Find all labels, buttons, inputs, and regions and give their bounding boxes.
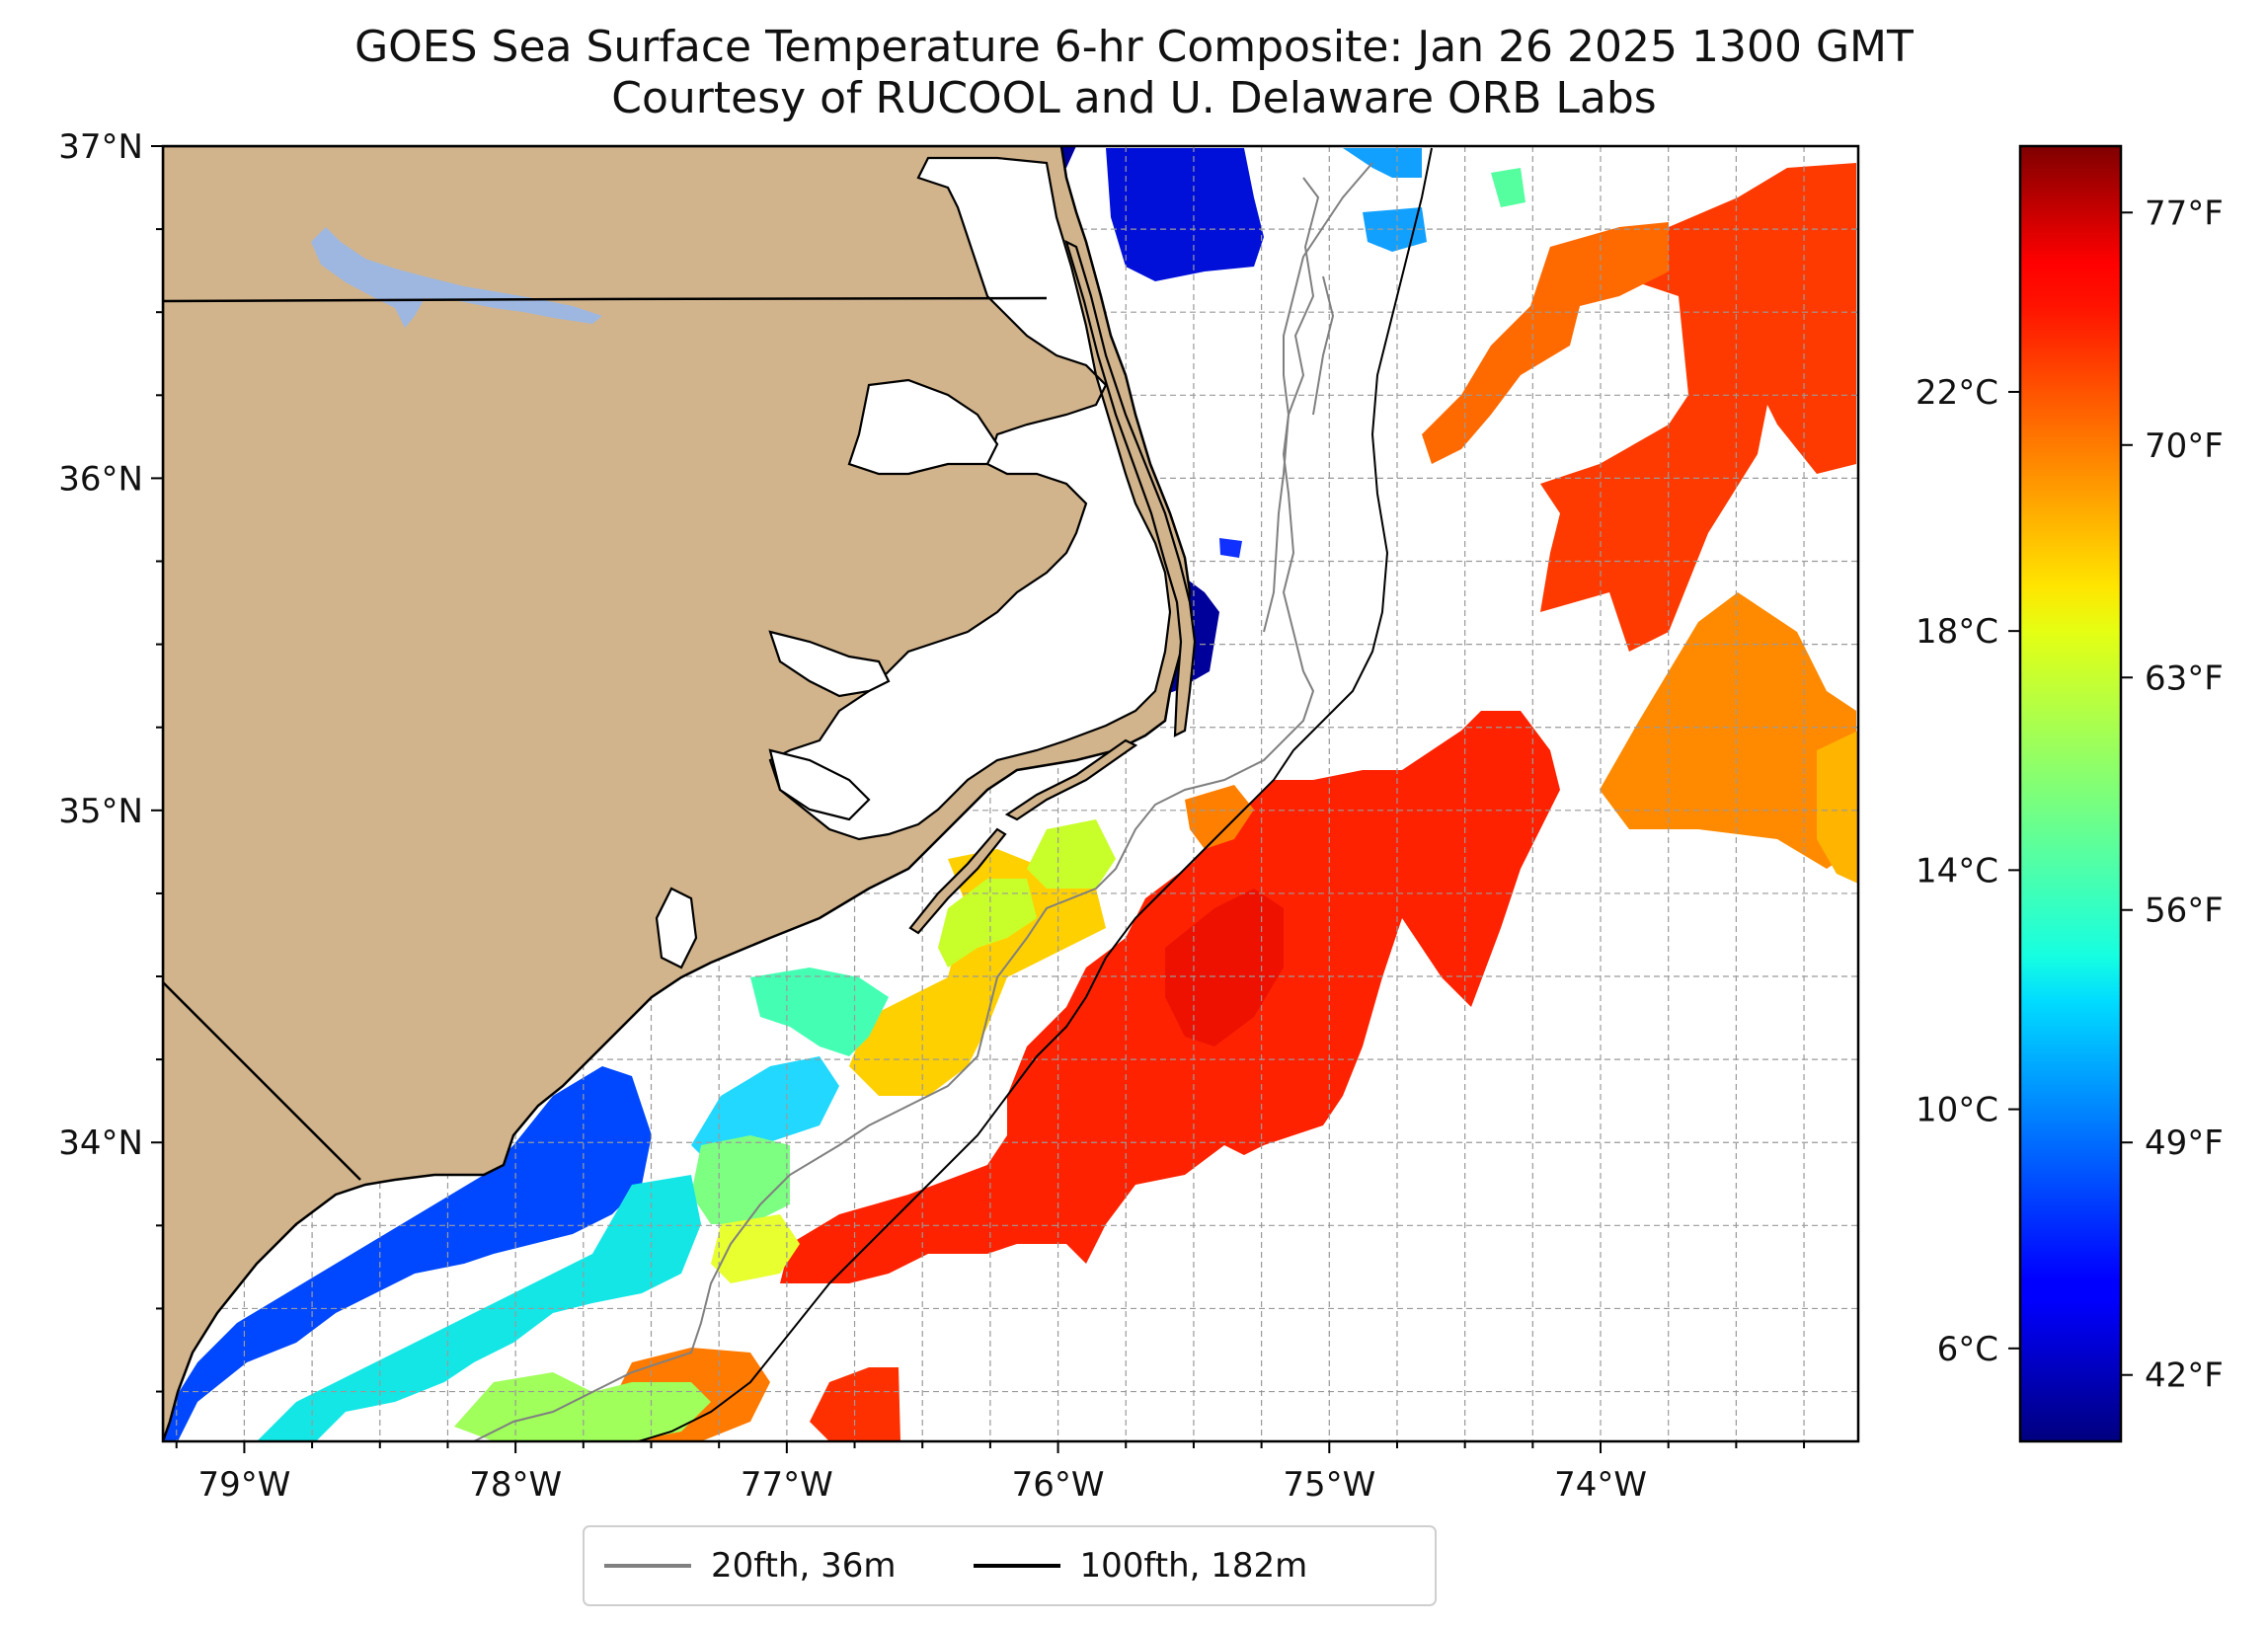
sst-patch-yellow-shelf (849, 849, 1106, 1096)
lat-tick-label: 36°N (58, 459, 143, 499)
colorbar-f-label: 70°F (2145, 426, 2224, 466)
legend-label-20fth: 20fth, 36m (711, 1546, 897, 1586)
lon-tick-label: 74°W (1554, 1465, 1647, 1505)
lon-tick-label: 79°W (197, 1465, 290, 1505)
isobath-legend: 20fth, 36m 100fth, 182m (583, 1525, 1437, 1606)
sst-patch-blue-north (1106, 148, 1264, 281)
legend-swatch-100fth (973, 1564, 1060, 1568)
lon-tick-label: 77°W (741, 1465, 833, 1505)
legend-swatch-20fth (604, 1564, 691, 1568)
map-frame (161, 144, 1860, 1443)
colorbar-ticks: 77°F 70°F 63°F 56°F 49°F 42°F 22°C 18°C 14°C 10°C… (1916, 194, 2224, 1395)
legend-entry-100fth: 100fth, 182m (973, 1546, 1308, 1586)
colorbar-gradient (2020, 146, 2121, 1441)
core-banks (908, 738, 1138, 935)
sst-patch-warm-north-tongue (1422, 222, 1669, 464)
kerr-lake (311, 227, 602, 328)
va-nc-border (163, 296, 1048, 303)
lat-tick-label: 37°N (58, 127, 143, 167)
sst-patch-gulfstream-core (1165, 889, 1284, 1046)
sst-patch-yellow-onslow (711, 1214, 800, 1283)
legend-label-100fth: 100fth, 182m (1079, 1546, 1308, 1586)
colorbar-c-label: 6°C (1937, 1330, 1998, 1369)
sst-patch-orange-east (1600, 592, 1856, 869)
colorbar-c-label: 22°C (1916, 373, 1998, 413)
lat-tick-label: 34°N (58, 1123, 143, 1163)
map-axes: 79°W 78°W 77°W 76°W 75°W 74°W 37°N 36°N 35°N 34°N (58, 127, 1806, 1505)
title-line-2: Courtesy of RUCOOL and U. Delaware ORB L… (611, 73, 1657, 123)
lon-tick-label: 76°W (1012, 1465, 1105, 1505)
gridlines (163, 146, 1858, 1441)
land-mass (163, 146, 1192, 1441)
cape-fear-estuary (655, 887, 698, 969)
legend-entry-20fth: 20fth, 36m (604, 1546, 897, 1586)
sst-patch-yellow-east-edge (1817, 731, 1858, 884)
neuse-river-estuary (768, 630, 891, 821)
colorbar: 77°F 70°F 63°F 56°F 49°F 42°F 22°C 18°C 14°C 10°C… (1916, 144, 2224, 1443)
colorbar-c-label: 10°C (1916, 1091, 1998, 1130)
isobath-20fth-shoals (1263, 177, 1335, 633)
colorbar-c-label: 14°C (1916, 851, 1998, 890)
lon-tick-label: 78°W (469, 1465, 562, 1505)
sst-patch-green-north (1491, 168, 1525, 207)
albemarle-sound-inlet (847, 378, 999, 476)
nc-sc-border (163, 981, 361, 1181)
sst-patch-lightblue-north (1343, 148, 1427, 252)
outer-banks (1064, 239, 1197, 737)
sst-patch-teal-coastal (257, 1175, 701, 1441)
isobath-100fth (635, 147, 1433, 1441)
title-line-1: GOES Sea Surface Temperature 6-hr Compos… (354, 22, 1914, 72)
colorbar-f-label: 42°F (2145, 1356, 2224, 1396)
chart-title: GOES Sea Surface Temperature 6-hr Compos… (0, 22, 2268, 124)
colorbar-f-label: 49°F (2145, 1123, 2224, 1163)
sst-patch-warm-northeast (1540, 163, 1856, 652)
lon-tick-label: 75°W (1283, 1465, 1375, 1505)
sst-patch-blue-bay-bit (1219, 538, 1242, 558)
sst-patch-warm-cape-hatteras (1185, 785, 1254, 849)
colorbar-frame (2018, 144, 2123, 1443)
sst-patch-cyan-onslow (691, 1056, 839, 1165)
lat-tick-label: 35°N (58, 792, 143, 831)
colorbar-f-label: 77°F (2145, 194, 2224, 233)
colorbar-f-label: 63°F (2145, 658, 2224, 698)
sst-patch-lightgreen-coastal (454, 1372, 711, 1441)
sst-patch-blue-coastal (163, 1066, 652, 1441)
colorbar-f-label: 56°F (2145, 891, 2224, 931)
sst-patch-green-onslow (691, 1135, 790, 1224)
colorbar-c-label: 18°C (1916, 612, 1998, 652)
